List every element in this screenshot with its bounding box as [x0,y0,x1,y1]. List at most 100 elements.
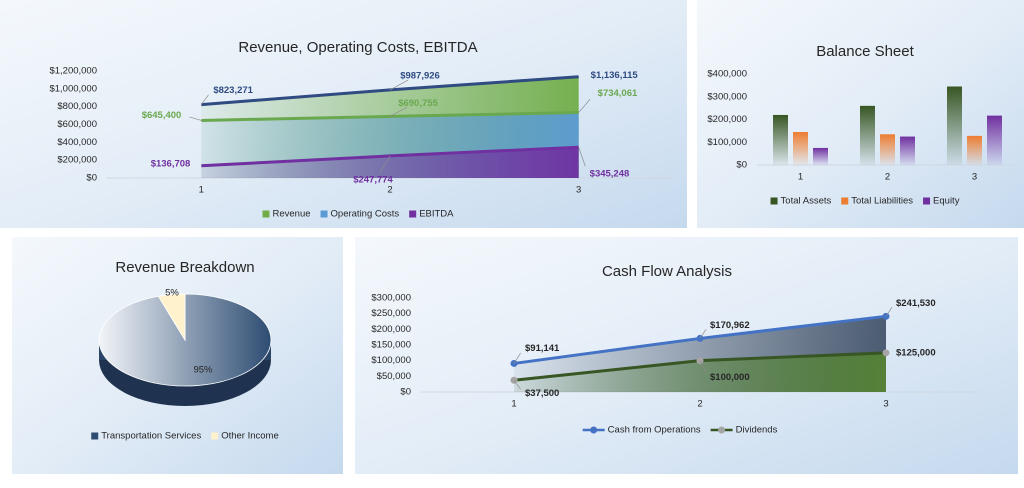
x-tick-label: 3 [883,399,888,410]
legend-label: Total Liabilities [851,196,913,207]
legend-label: Equity [933,196,960,207]
legend: Cash from Operations Dividends [582,425,778,436]
leader-line [699,360,707,373]
x-tick-label: 2 [885,172,890,183]
area [201,147,579,178]
legend-swatch [923,197,931,205]
series-line [201,111,579,122]
data-label: $170,962 [710,320,750,331]
leader-line [513,380,521,390]
data-label: $823,271 [213,85,253,96]
bar [813,147,828,165]
y-tick-label: $150,000 [371,340,411,351]
legend-marker [590,426,598,434]
y-tick-label: $100,000 [371,355,411,366]
leader-line [379,155,391,173]
y-tick-label: $200,000 [57,155,97,166]
y-tick-label: $0 [86,173,97,184]
legend-swatch [211,432,219,440]
y-tick-label: $300,000 [371,293,411,304]
legend-swatch [770,197,778,205]
legend-label: Dividends [736,425,778,436]
leader-line [389,79,409,91]
x-tick-label: 1 [511,399,516,410]
legend-label: Operating Costs [331,209,400,220]
leader-line [885,307,893,317]
bar [967,135,982,165]
legend-swatch [841,197,849,205]
y-tick-label: $300,000 [707,91,747,102]
legend: Total Assets Total Liabilities Equity [770,196,960,207]
y-tick-label: $250,000 [371,308,411,319]
data-label: $645,400 [142,110,182,121]
x-tick-label: 2 [387,185,392,196]
leader-line [189,116,202,121]
legend-marker [718,426,726,434]
legend-swatch [91,432,99,440]
legend-label: Cash from Operations [608,425,701,436]
x-tick-label: 2 [697,399,702,410]
leader-line [201,94,209,105]
data-label: $125,000 [896,347,936,358]
legend-label: Revenue [273,209,311,220]
x-tick-label: 3 [972,172,977,183]
data-label: $247,774 [353,174,393,185]
y-tick-label: $0 [400,387,411,398]
bar [880,134,895,165]
chart-title: Cash Flow Analysis [602,263,732,280]
y-tick-label: $0 [736,160,747,171]
leader-line [578,99,591,113]
legend-swatch [409,210,417,218]
bar [947,86,962,165]
y-tick-label: $200,000 [371,324,411,335]
y-tick-label: $200,000 [707,114,747,125]
y-tick-label: $100,000 [707,137,747,148]
y-tick-label: $800,000 [57,101,97,112]
data-label: $345,248 [590,169,630,180]
bar [900,136,915,165]
legend-label: Transportation Services [101,431,201,442]
data-label: $241,530 [896,298,936,309]
y-tick-label: $1,000,000 [49,83,97,94]
data-label: 5% [165,288,179,299]
bar [987,115,1002,165]
y-tick-label: $50,000 [377,371,411,382]
x-tick-label: 1 [798,172,803,183]
x-tick-label: 1 [199,185,204,196]
area [514,352,886,392]
data-label: $734,061 [598,88,638,99]
bar [773,114,788,165]
legend-swatch [262,210,270,218]
bar [860,105,875,165]
chart-title: Balance Sheet [816,43,914,60]
x-tick-label: 3 [576,185,581,196]
data-label: $136,708 [151,158,191,169]
data-label: $91,141 [525,343,560,354]
leader-line [699,329,707,339]
data-label: $100,000 [710,372,750,383]
chart-title: Revenue Breakdown [115,259,254,276]
y-tick-label: $600,000 [57,119,97,130]
marker [882,349,890,357]
legend-label: EBITDA [419,209,454,220]
data-label: $1,136,115 [591,70,639,81]
y-tick-label: $400,000 [57,137,97,148]
legend: Transportation Services Other Income [91,431,279,442]
y-tick-label: $1,200,000 [49,66,97,77]
data-label: $987,926 [400,70,440,81]
leader-line [389,106,407,117]
leader-line [578,147,586,167]
legend-label: Other Income [221,431,279,442]
y-tick-label: $400,000 [707,69,747,80]
legend-swatch [320,210,328,218]
pie-slice [157,293,186,342]
bar [793,132,808,165]
legend-label: Total Assets [781,196,832,207]
data-label: 95% [193,365,213,376]
legend: Revenue Operating Costs EBITDA [262,209,454,220]
data-label: $37,500 [525,388,559,399]
data-label: $690,755 [398,98,438,109]
chart-title: Revenue, Operating Costs, EBITDA [238,39,477,56]
